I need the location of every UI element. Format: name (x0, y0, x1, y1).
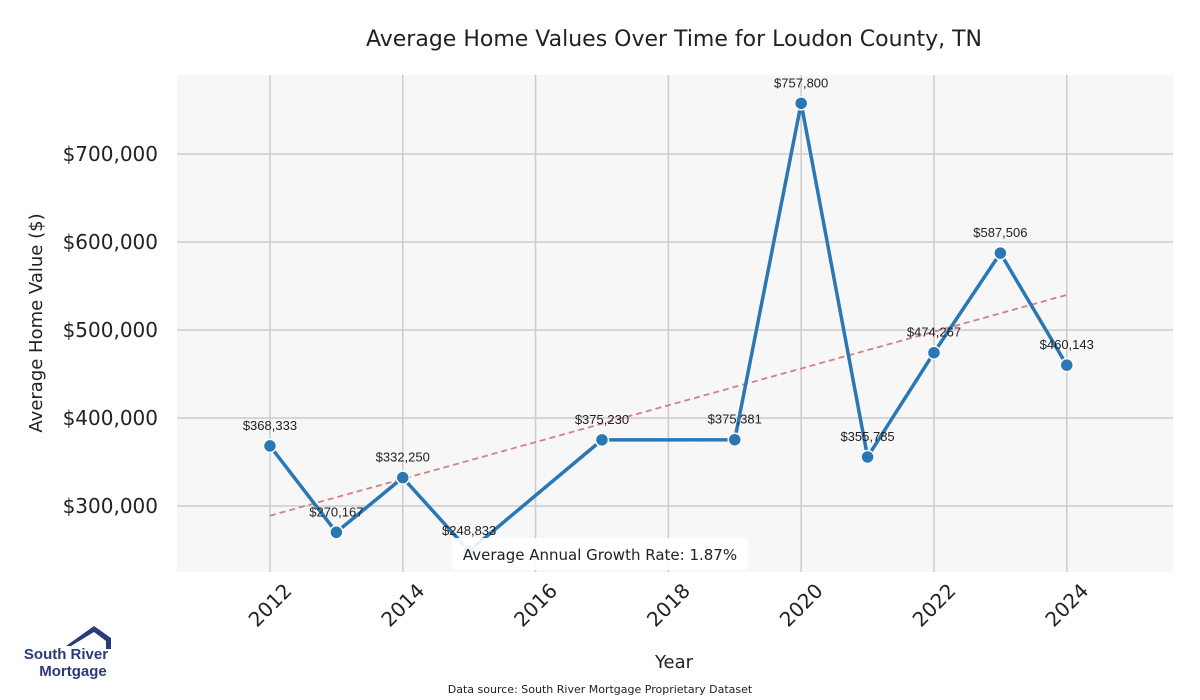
growth-annotation-box (452, 538, 748, 570)
x-tick-label: 2022 (908, 579, 961, 632)
y-tick-label: $300,000 (63, 494, 158, 518)
data-label: $368,333 (243, 418, 297, 433)
y-tick-label: $700,000 (63, 142, 158, 166)
y-tick-labels: $300,000 $400,000 $500,000 $600,000 $700,000 (63, 142, 158, 518)
trend-line (269, 294, 1068, 517)
data-point (793, 96, 809, 111)
trend-group (269, 294, 1068, 517)
data-point (1059, 357, 1075, 373)
chart-title: Average Home Values Over Time for Loudon… (366, 27, 982, 52)
x-tick-label: 2020 (775, 579, 828, 632)
x-tick-label: 2018 (642, 579, 695, 632)
logo: South River Mortgage (24, 626, 111, 680)
data-point (860, 449, 875, 465)
x-tick-label: 2016 (509, 579, 562, 632)
y-tick-label: $400,000 (63, 406, 158, 430)
data-label: $248,833 (442, 523, 496, 538)
logo-line2: Mortgage (39, 663, 107, 680)
data-label: $270,167 (309, 504, 363, 519)
data-label: $332,250 (376, 450, 430, 465)
plot-area (177, 75, 1173, 572)
growth-annotation: Average Annual Growth Rate: 1.87% (452, 538, 748, 570)
grid (177, 75, 1173, 572)
x-tick-label: 2014 (376, 579, 429, 632)
data-point (594, 432, 610, 448)
y-tick-label: $500,000 (63, 318, 158, 342)
data-label: $460,143 (1040, 337, 1094, 352)
logo-line1: South River (24, 646, 108, 663)
data-label: $375,230 (575, 412, 629, 427)
data-label: $757,800 (774, 75, 828, 90)
data-labels: $368,333 $270,167 $332,250 $248,833 $375,230… (243, 75, 1094, 538)
x-tick-label: 2024 (1040, 579, 1093, 632)
data-label: $474,267 (907, 325, 961, 340)
x-axis-label: Year (654, 652, 694, 673)
house-icon (66, 626, 111, 649)
data-label: $375,381 (708, 412, 762, 427)
growth-rate-text: Average Annual Growth Rate: 1.87% (463, 546, 737, 564)
data-point (395, 470, 411, 485)
data-point (993, 245, 1008, 261)
data-point (262, 438, 278, 454)
data-point (727, 432, 743, 447)
y-axis-label: Average Home Value ($) (26, 213, 47, 432)
y-tick-label: $600,000 (63, 230, 158, 254)
data-point (329, 525, 344, 540)
x-tick-label: 2012 (244, 579, 297, 632)
data-label: $355,785 (840, 429, 894, 444)
data-source-note: Data source: South River Mortgage Propri… (448, 683, 753, 696)
data-label: $587,506 (973, 225, 1027, 240)
data-point (926, 345, 942, 360)
x-tick-labels: 2012 2014 2016 2018 2020 2022 2024 (244, 579, 1094, 632)
